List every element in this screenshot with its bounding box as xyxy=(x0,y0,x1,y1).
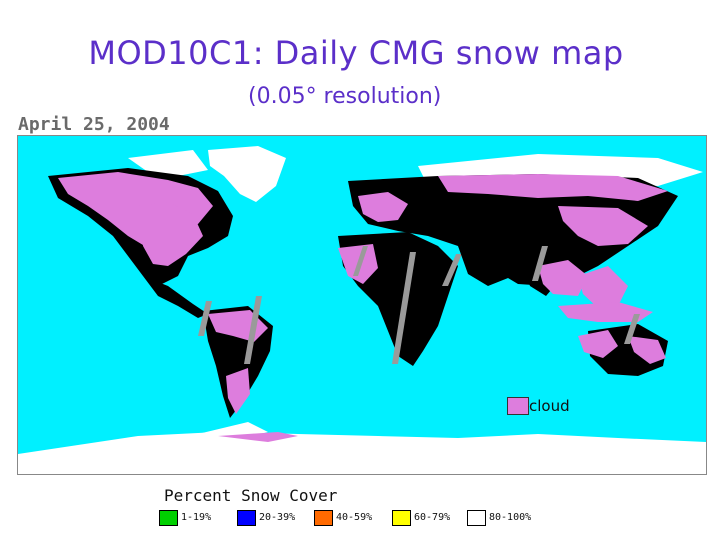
north-america-cloud-2 xyxy=(138,202,203,266)
eurasia-land xyxy=(348,174,678,286)
australia-cloud xyxy=(578,330,618,358)
greenland-snow xyxy=(208,146,286,202)
cloud-label: cloud xyxy=(529,397,570,415)
legend-swatch xyxy=(467,510,486,526)
middle-east-land xyxy=(458,244,518,286)
world-map-svg xyxy=(18,146,706,474)
africa-nodata-1 xyxy=(353,246,368,276)
legend-swatch xyxy=(237,510,256,526)
indonesia-cloud xyxy=(558,302,653,322)
legend-title: Percent Snow Cover xyxy=(164,486,338,505)
legend-label: 60-79% xyxy=(414,512,451,523)
legend-label: 1-19% xyxy=(181,512,212,523)
south-america-nodata xyxy=(244,296,262,364)
legend-label: 20-39% xyxy=(259,512,296,523)
legend-label: 80-100% xyxy=(489,512,532,523)
arctic-islands-snow xyxy=(128,150,208,176)
australia-cloud-2 xyxy=(628,336,666,364)
central-america-land xyxy=(143,276,208,318)
map-subtitle: (0.05° resolution) xyxy=(248,84,442,109)
legend-swatch xyxy=(392,510,411,526)
snow-map: cloud xyxy=(17,135,707,475)
legend-swatch xyxy=(314,510,333,526)
antarctica-cloud xyxy=(218,432,298,442)
asia-cloud-2 xyxy=(558,206,648,246)
europe-cloud xyxy=(358,192,408,222)
south-america-nodata-2 xyxy=(198,301,212,336)
eurasia-cloud xyxy=(438,174,668,201)
africa-nodata-3 xyxy=(442,254,462,286)
se-asia-cloud xyxy=(538,260,588,296)
south-america-cloud-2 xyxy=(226,368,250,414)
map-title: MOD10C1: Daily CMG snow map xyxy=(88,34,624,72)
africa-nodata-2 xyxy=(392,252,416,364)
antarctica-snow xyxy=(18,432,706,474)
asia-nodata xyxy=(532,246,548,281)
australia-nodata xyxy=(624,314,640,344)
map-date: April 25, 2004 xyxy=(18,114,170,135)
legend-swatch xyxy=(159,510,178,526)
east-asia-cloud xyxy=(578,266,628,308)
legend-label: 40-59% xyxy=(336,512,373,523)
cloud-swatch xyxy=(507,397,529,415)
